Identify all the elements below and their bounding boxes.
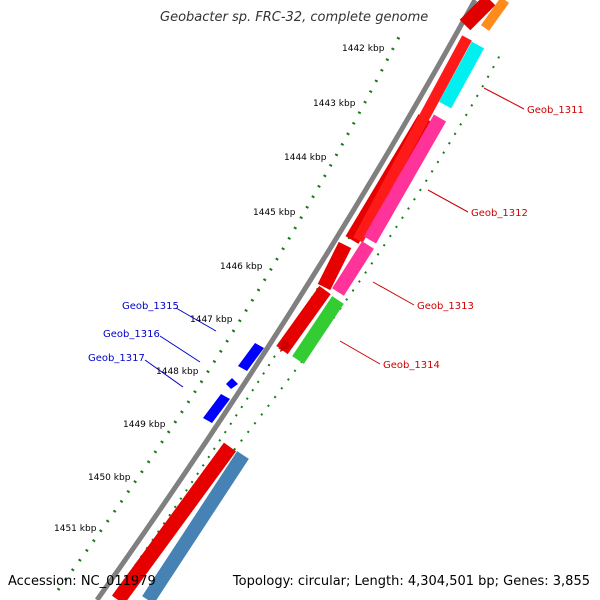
tick-label: 1446 kbp (220, 262, 263, 272)
gene-geob-1315-shape (238, 343, 264, 371)
gene-label-geob-1313: Geob_1313 (417, 301, 474, 312)
forward-gene-callouts: Geob_1315 Geob_1316 Geob_1317 (88, 301, 217, 388)
reverse-gene-callouts: Geob_1311 Geob_1312 Geob_1313 Geob_1314 (339, 87, 584, 371)
callout-line (427, 189, 469, 213)
magenta-feature-1 (363, 114, 447, 244)
callout-line (339, 340, 381, 365)
callout-line (159, 335, 201, 363)
gene-label-geob-1317: Geob_1317 (88, 353, 145, 364)
cds-red-segment-1 (459, 0, 496, 31)
cds-red-arrow (280, 338, 292, 352)
gene-label-geob-1312: Geob_1312 (471, 208, 528, 219)
gene-label-geob-1314: Geob_1314 (383, 360, 440, 371)
gene-geob-1316-shape (226, 378, 238, 389)
cds-reverse-track (111, 0, 496, 600)
green-feature (292, 296, 344, 364)
gene-label-geob-1316: Geob_1316 (103, 329, 160, 340)
cyan-feature (438, 41, 485, 109)
gene-label-geob-1315: Geob_1315 (122, 301, 179, 312)
map-title: Geobacter sp. FRC-32, complete genome (160, 10, 429, 25)
cds-red-segment-3 (353, 35, 472, 243)
steelblue-feature (142, 451, 249, 600)
forward-genes (203, 343, 264, 423)
magenta-feature-2 (332, 241, 374, 296)
genome-backbone (94, 0, 478, 600)
tick-label: 1444 kbp (284, 153, 327, 163)
tick-label: 1443 kbp (313, 99, 356, 109)
cds-red-segment-6 (111, 442, 237, 600)
callout-line (175, 307, 217, 332)
tick-labels: 1442 kbp 1443 kbp 1444 kbp 1445 kbp 1446… (54, 44, 385, 534)
callout-line (483, 87, 525, 110)
gene-geob-1317-shape (203, 394, 230, 423)
tick-label: 1451 kbp (54, 524, 97, 534)
tick-label: 1445 kbp (253, 208, 296, 218)
orange-feature (480, 0, 510, 31)
outer-guide-dots (233, 54, 501, 451)
callout-line (144, 359, 184, 388)
cds-red-segment-5 (276, 285, 331, 355)
accession-label: Accession: NC_011979 (8, 574, 156, 589)
feature-track (142, 0, 510, 600)
callout-line (372, 281, 415, 306)
tick-label: 1448 kbp (156, 367, 199, 377)
tick-label: 1447 kbp (190, 315, 233, 325)
tick-label: 1442 kbp (342, 44, 385, 54)
cds-red-segment-4 (317, 241, 352, 291)
tick-label: 1449 kbp (123, 420, 166, 430)
tick-label: 1450 kbp (88, 473, 131, 483)
topology-label: Topology: circular; Length: 4,304,501 bp… (232, 574, 590, 589)
tick-scale-dots (56, 34, 402, 591)
gene-label-geob-1311: Geob_1311 (527, 105, 584, 116)
